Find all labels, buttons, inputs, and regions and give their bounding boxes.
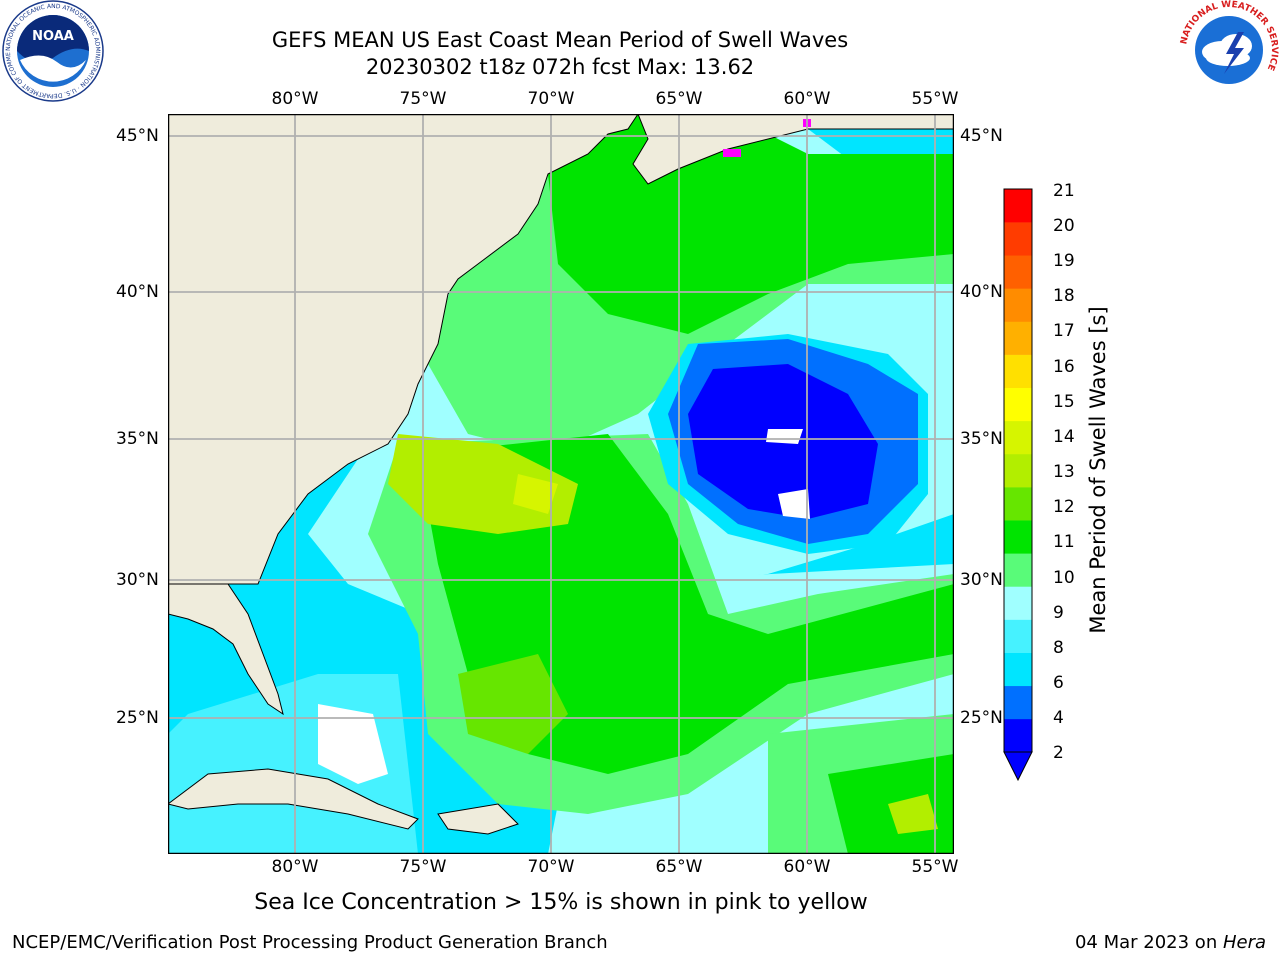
lat-label-left: 30°N — [116, 570, 159, 590]
sea-ice-patch — [723, 149, 741, 157]
svg-text:NOAA: NOAA — [32, 29, 74, 44]
colorbar-label: Mean Period of Swell Waves [s] — [1086, 306, 1110, 634]
lat-label-right: 40°N — [960, 282, 1003, 302]
footer-host: Hera — [1222, 932, 1266, 953]
sea-ice-note: Sea Ice Concentration > 15% is shown in … — [254, 890, 868, 915]
land-cuba — [168, 768, 419, 830]
bahamas-blank — [318, 704, 388, 784]
lon-label-top: 75°W — [399, 89, 447, 109]
noaa-logo: NATIONAL OCEANIC AND ATMOSPHERIC ADMINIS… — [2, 0, 104, 102]
colorbar-segments — [1004, 189, 1032, 753]
colorbar — [1003, 188, 1033, 782]
lat-label-left: 35°N — [116, 429, 159, 449]
colorbar-segment — [1004, 222, 1032, 256]
lat-label-right: 30°N — [960, 570, 1003, 590]
lon-label-bottom: 75°W — [399, 857, 447, 877]
lon-label-top: 60°W — [783, 89, 831, 109]
map-frame — [168, 114, 954, 854]
colorbar-tick: 14 — [1053, 427, 1075, 447]
colorbar-tick: 20 — [1053, 216, 1075, 236]
lat-label-right: 45°N — [960, 126, 1003, 146]
footer-credit: NCEP/EMC/Verification Post Processing Pr… — [12, 932, 608, 953]
missing-patch — [778, 489, 810, 519]
colorbar-tick: 6 — [1053, 673, 1064, 693]
footer-date-text: 04 Mar 2023 on — [1074, 932, 1223, 953]
lon-label-bottom: 80°W — [271, 857, 319, 877]
contour-12s-southeast — [888, 794, 938, 834]
colorbar-tick: 2 — [1053, 743, 1064, 763]
map-title: GEFS MEAN US East Coast Mean Period of S… — [271, 28, 849, 52]
contour-11s-south — [458, 654, 568, 754]
lon-label-bottom: 60°W — [783, 857, 831, 877]
colorbar-segment — [1004, 255, 1032, 289]
colorbar-segment — [1004, 453, 1032, 488]
colorbar-tick: 21 — [1053, 181, 1075, 201]
colorbar-tick: 19 — [1053, 251, 1075, 271]
colorbar-tick: 9 — [1053, 603, 1064, 623]
colorbar-segment — [1004, 685, 1032, 720]
colorbar-extend-min — [1003, 751, 1033, 782]
colorbar-segment — [1004, 321, 1032, 355]
colorbar-tick: 17 — [1053, 321, 1075, 341]
colorbar-segment — [1004, 354, 1032, 389]
lon-label-top: 55°W — [911, 89, 959, 109]
lon-label-top: 80°W — [271, 89, 319, 109]
lon-label-bottom: 65°W — [655, 857, 703, 877]
missing-patch — [766, 429, 803, 444]
colorbar-segment — [1004, 652, 1032, 687]
land-us — [168, 114, 639, 595]
colorbar-tick: 10 — [1053, 568, 1075, 588]
colorbar-tick: 8 — [1053, 638, 1064, 658]
map-subtitle: 20230302 t18z 072h fcst Max: 13.62 — [365, 55, 755, 79]
land-florida — [168, 583, 284, 716]
lat-label-left: 25°N — [116, 708, 159, 728]
land-hispaniola — [437, 803, 519, 835]
lat-label-left: 45°N — [116, 126, 159, 146]
graticule — [168, 114, 954, 854]
colorbar-tick: 16 — [1053, 357, 1075, 377]
colorbar-segment — [1004, 718, 1032, 753]
colorbar-segment — [1004, 189, 1032, 223]
colorbar-segment — [1004, 420, 1032, 455]
colorbar-tick: 4 — [1053, 708, 1064, 728]
colorbar-tick: 12 — [1053, 497, 1075, 517]
nws-logo: NATIONAL WEATHER SERVICE — [1179, 0, 1279, 99]
lat-label-left: 40°N — [116, 282, 159, 302]
contour-13s — [513, 474, 558, 514]
lon-label-top: 70°W — [527, 89, 575, 109]
lon-label-top: 65°W — [655, 89, 703, 109]
colorbar-tick: 18 — [1053, 286, 1075, 306]
colorbar-frame — [1003, 188, 1033, 753]
colorbar-segment — [1004, 387, 1032, 422]
colorbar-tick: 11 — [1053, 532, 1075, 552]
colorbar-segment — [1004, 586, 1032, 620]
land-canada — [632, 114, 954, 185]
swell-period-map — [168, 114, 954, 854]
colorbar-segment — [1004, 553, 1032, 587]
lat-label-right: 25°N — [960, 708, 1003, 728]
colorbar-tick: 15 — [1053, 392, 1075, 412]
footer-date: 04 Mar 2023 on Hera — [1075, 932, 1266, 953]
lat-label-right: 35°N — [960, 429, 1003, 449]
lon-label-bottom: 55°W — [911, 857, 959, 877]
colorbar-segment — [1004, 619, 1032, 653]
colorbar-segment — [1004, 520, 1032, 554]
colorbar-segment — [1004, 487, 1032, 521]
colorbar-segment — [1004, 288, 1032, 322]
lon-label-bottom: 70°W — [527, 857, 575, 877]
colorbar-tick: 13 — [1053, 462, 1075, 482]
